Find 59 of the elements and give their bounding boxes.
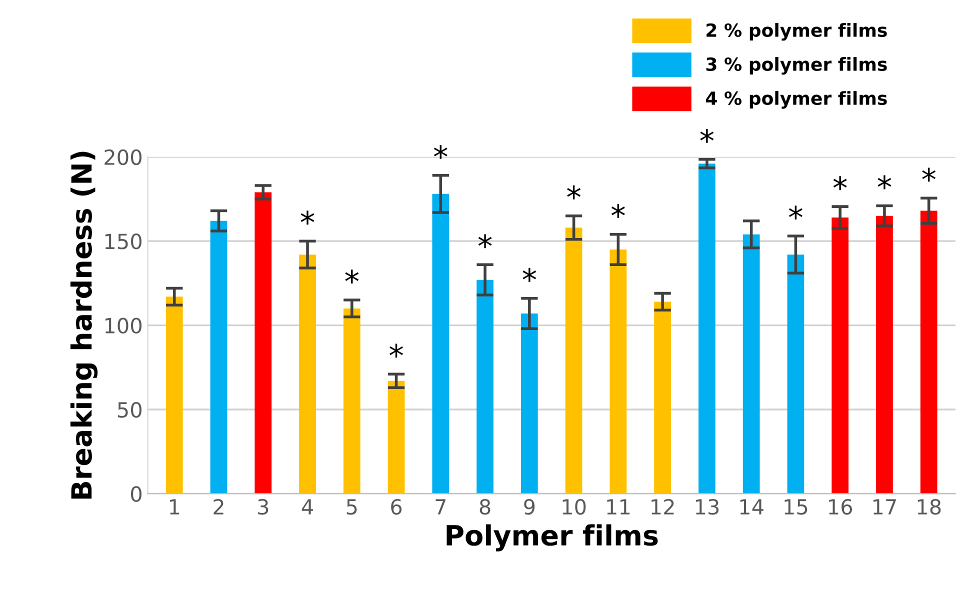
bar [920,210,938,494]
annotation: * [567,185,581,200]
bar [166,296,183,494]
annotation: * [611,204,625,218]
bar [654,302,671,494]
x-tick-label: 13 [696,498,719,515]
x-tick-label: 4 [302,499,313,514]
y-tick-label: 200 [104,149,142,166]
y-tick-label: 150 [105,234,142,250]
x-tick-label: 17 [874,499,896,514]
x-tick-label: 16 [829,498,852,515]
annotation: * [878,175,892,190]
annotation: * [700,128,714,143]
y-tick-label: 50 [118,402,142,418]
bar [520,314,538,494]
bar [210,220,228,494]
annotation: * [833,176,847,190]
bar [476,280,494,494]
annotation: * [522,268,536,282]
annotation: * [788,206,802,220]
bar [698,164,716,494]
bar [565,228,582,494]
annotation: * [300,210,314,225]
x-tick-label: 18 [918,498,941,515]
legend-label: 2 % polymer films [706,23,887,41]
x-tick-label: 15 [784,499,808,515]
x-tick-label: 12 [652,498,674,514]
x-axis-title: Polymer films [446,524,658,552]
annotation: * [434,144,448,159]
annotation: * [390,344,404,358]
bar [254,192,272,494]
annotation: * [922,168,936,182]
bar [832,218,849,494]
y-tick-label: 0 [131,486,142,502]
x-tick-label: 9 [524,498,535,515]
bar [787,254,804,494]
bar [432,194,450,494]
legend-label: 3 % polymer films [706,57,887,75]
x-tick-label: 5 [346,499,357,515]
x-tick-label: 6 [391,498,402,515]
bar [876,216,893,494]
bar [742,234,760,494]
x-tick-label: 1 [170,499,180,514]
x-tick-label: 11 [607,499,630,514]
y-tick-label: 100 [105,318,142,334]
x-tick-label: 2 [214,498,224,514]
x-tick-label: 7 [436,499,446,514]
bar [299,254,316,494]
bar [388,380,405,494]
legend-label: 4 % polymer films [706,91,887,109]
bar [610,250,627,494]
x-tick-label: 10 [562,498,586,515]
bar [343,308,360,494]
x-tick-label: 14 [740,499,764,514]
annotation: * [478,234,492,248]
x-tick-label: 8 [480,498,490,515]
y-axis-title: Breaking hardness (N) [70,152,98,499]
x-tick-label: 3 [258,498,268,515]
annotation: * [345,270,359,284]
